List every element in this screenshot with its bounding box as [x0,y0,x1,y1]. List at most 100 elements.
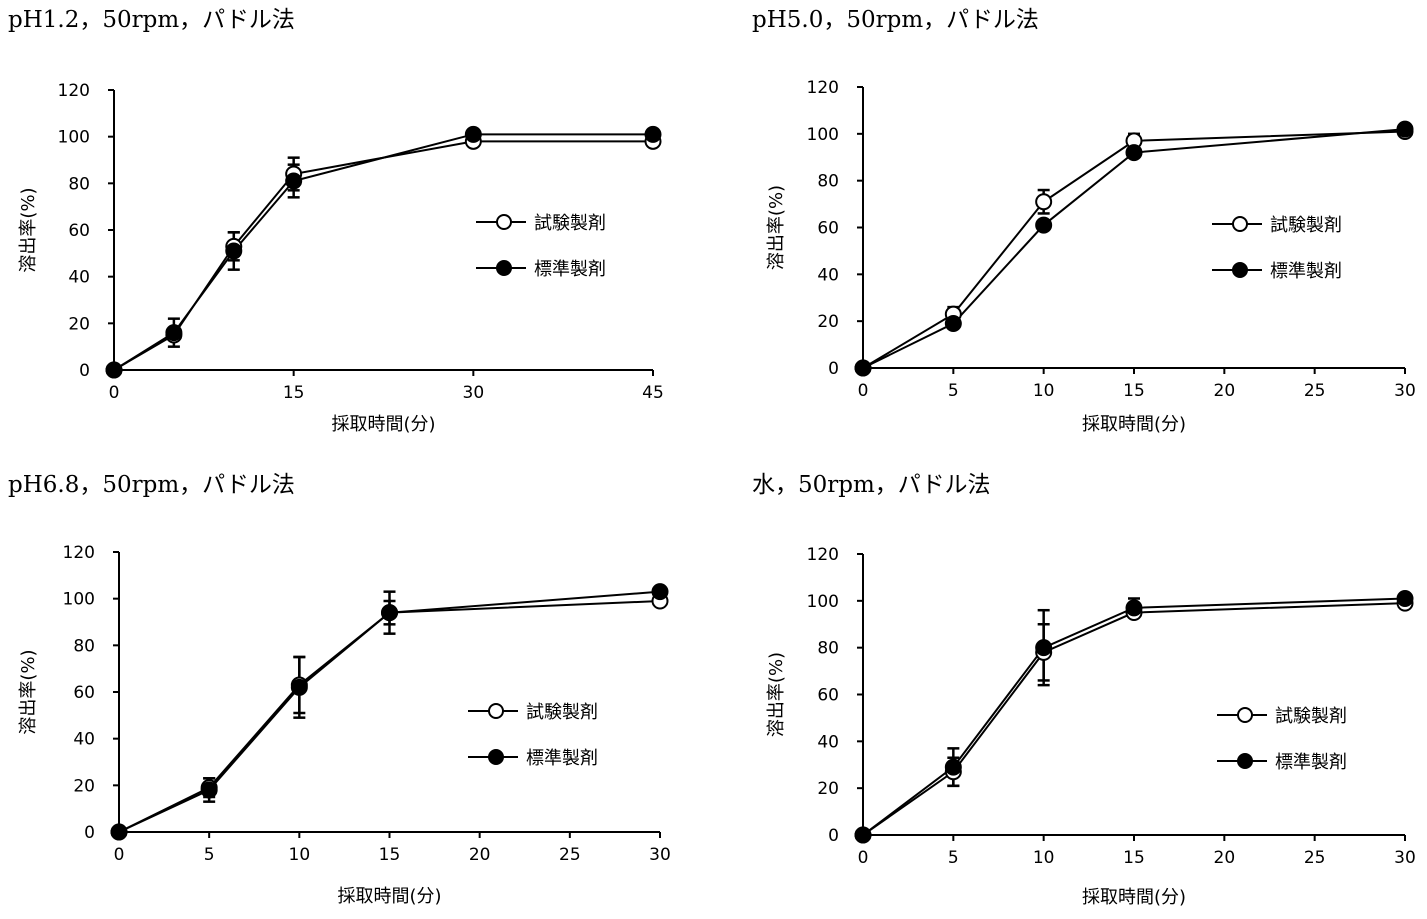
x-tick-label: 15 [1123,381,1145,401]
y-tick-label: 20 [817,312,839,332]
y-tick-label: 120 [807,545,839,565]
y-tick-label: 80 [73,636,95,656]
y-tick-label: 0 [828,826,839,846]
x-tick-label: 20 [469,845,491,865]
data-point-filled [381,604,398,622]
y-tick-label: 120 [807,78,839,98]
data-point-filled [1035,216,1053,234]
x-axis-title: 採取時間(分) [1082,887,1186,908]
x-tick-label: 25 [1304,381,1326,401]
data-point-filled [644,125,662,143]
legend-marker-open [1232,216,1248,232]
legend-label: 標準製剤 [534,259,606,280]
x-tick-label: 20 [1214,381,1236,401]
x-tick-label: 45 [642,383,664,403]
x-tick-label: 15 [1123,848,1145,868]
data-point-filled [1396,120,1414,138]
legend-label: 試験製剤 [534,213,606,234]
x-axis-title: 採取時間(分) [331,414,435,435]
legend-marker-filled [1232,262,1248,278]
legend-marker-filled [1237,753,1253,769]
x-tick-label: 15 [379,845,401,865]
x-axis-title: 採取時間(分) [1082,414,1186,435]
data-point-filled [1396,589,1414,607]
legend-label: 標準製剤 [1270,261,1342,282]
dissolution-chart: 0 20 40 60 80 100 120 0 5 10 15 20 25 30 採取時間(分) 溶出率(%)… [766,78,1416,435]
data-point-filled [651,583,669,601]
y-tick-label: 80 [817,639,839,659]
y-axis-title: 溶出率(%) [18,187,39,272]
x-tick-label: 0 [114,845,125,865]
x-tick-label: 5 [204,845,215,865]
y-tick-label: 80 [68,174,90,194]
data-point-filled [854,826,872,844]
data-point-filled [290,678,308,696]
x-tick-label: 5 [948,381,959,401]
x-tick-label: 15 [283,383,305,403]
y-tick-label: 40 [73,730,95,750]
y-tick-label: 100 [63,590,95,610]
x-tick-label: 5 [948,848,959,868]
x-axis-title: 採取時間(分) [337,886,441,907]
series-line [113,133,653,371]
x-tick-label: 30 [649,845,671,865]
panel-title: pH1.2，50rpm，パドル法 [8,7,295,33]
y-tick-label: 60 [817,219,839,239]
y-tick-label: 40 [817,732,839,752]
y-tick-label: 40 [68,268,90,288]
series-line [113,140,653,371]
y-tick-label: 120 [58,81,90,101]
y-axis-title: 溶出率(%) [18,649,39,734]
panel-title: pH5.0，50rpm，パドル法 [752,7,1039,33]
y-tick-label: 120 [63,543,95,563]
data-point-open [1035,193,1053,211]
x-tick-label: 0 [109,383,120,403]
y-tick-label: 60 [73,683,95,703]
legend-label: 標準製剤 [1275,752,1347,773]
x-tick-label: 10 [1033,848,1055,868]
x-tick-label: 0 [858,848,869,868]
x-tick-label: 25 [1304,848,1326,868]
x-tick-label: 10 [1033,381,1055,401]
data-point-filled [464,125,482,143]
legend-marker-open [488,703,504,719]
legend-marker-open [496,214,512,230]
data-point-filled [944,758,962,776]
data-point-filled [165,324,183,342]
y-tick-label: 40 [817,265,839,285]
legend-label: 標準製剤 [526,748,598,769]
series-line [862,130,1406,369]
y-tick-label: 60 [68,221,90,241]
y-axis-title: 溶出率(%) [766,185,787,270]
legend-marker-open [1237,707,1253,723]
y-tick-label: 60 [817,686,839,706]
y-tick-label: 100 [807,125,839,145]
x-tick-label: 30 [463,383,485,403]
legend-label: 試験製剤 [1275,706,1347,727]
y-tick-label: 0 [79,361,90,381]
y-tick-label: 100 [58,128,90,148]
x-tick-label: 30 [1394,381,1416,401]
y-tick-label: 0 [84,823,95,843]
legend-label: 試験製剤 [1270,215,1342,236]
data-point-filled [110,823,128,841]
dissolution-chart: 0 20 40 60 80 100 120 0 15 30 45 採取時間(分) 溶出率(%) 試験製剤標… [18,81,664,435]
y-tick-label: 80 [817,172,839,192]
x-tick-label: 20 [1214,848,1236,868]
data-point-filled [944,315,962,333]
x-tick-label: 30 [1394,848,1416,868]
data-point-filled [105,361,123,379]
data-point-filled [285,172,303,190]
x-tick-label: 25 [559,845,581,865]
panel-title: 水，50rpm，パドル法 [752,472,991,498]
x-tick-label: 0 [858,381,869,401]
data-point-filled [200,781,218,799]
legend-marker-filled [488,749,504,765]
y-axis-title: 溶出率(%) [766,652,787,737]
panel-title: pH6.8，50rpm，パドル法 [8,472,295,498]
y-tick-label: 20 [68,314,90,334]
data-point-filled [1035,639,1053,657]
y-tick-label: 20 [817,779,839,799]
data-point-filled [1125,144,1143,162]
dissolution-chart: 0 20 40 60 80 100 120 0 5 10 15 20 25 30 採取時間(分) 溶出率(%)… [18,543,671,907]
